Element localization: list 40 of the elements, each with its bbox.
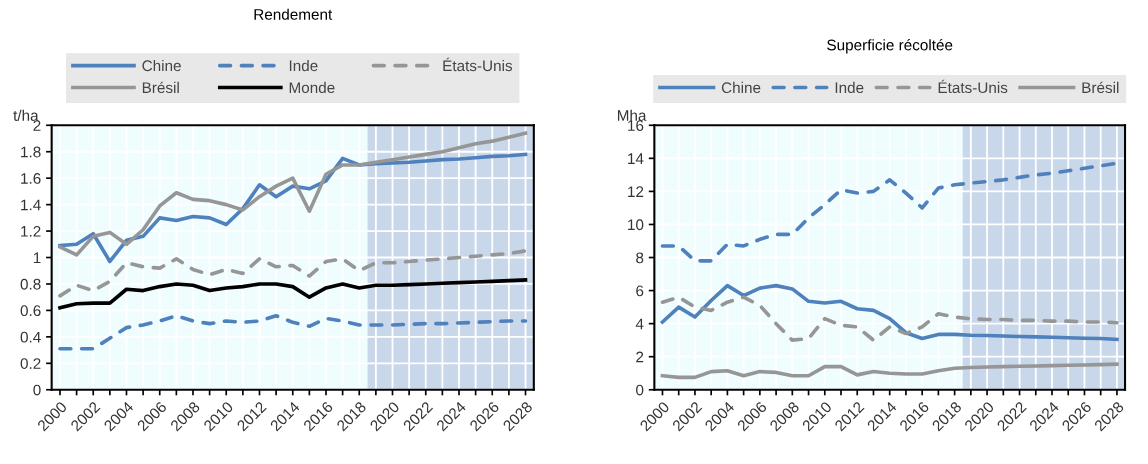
y-tick-label: 6 (636, 285, 644, 297)
legend-label: Inde (289, 59, 318, 72)
chart-title: Superficie récoltée (827, 39, 953, 54)
y-tick-label: 1.6 (21, 173, 41, 184)
legend-label: États-Unis (443, 57, 513, 72)
line-series (58, 249, 528, 298)
y-tick-label: 2 (636, 351, 644, 363)
y-tick-label: 12 (628, 186, 644, 197)
legend-label: Monde (289, 81, 335, 94)
legend-label: Brésil (1082, 81, 1119, 94)
legend-label: Chine (721, 81, 761, 94)
y-tick-label: 8 (636, 252, 644, 264)
y-tick-label: 0 (33, 384, 41, 396)
line-series (58, 313, 528, 351)
y-tick-label: 14 (628, 153, 644, 164)
legend-label: Brésil (142, 81, 179, 94)
y-tick-label: 16 (628, 120, 644, 131)
legend-label: Inde (835, 81, 864, 94)
y-tick-label: 0.2 (20, 358, 41, 369)
y-tick-label: 0.6 (20, 305, 41, 317)
y-tick-label: 4 (635, 318, 644, 330)
line-series (660, 283, 1119, 342)
line-series (660, 362, 1119, 380)
y-tick-label: 0.4 (20, 331, 41, 343)
line-series (58, 131, 528, 257)
chart-title: Rendement (254, 8, 333, 20)
y-tick-label: 1 (33, 252, 41, 264)
y-axis-title: t/ha (13, 109, 39, 121)
y-tick-label: 2 (33, 120, 41, 131)
legend-label: États-Unis (938, 79, 1008, 94)
line-series (660, 295, 1119, 342)
y-axis-title: Mha (617, 109, 647, 121)
y-tick-label: 1.4 (21, 199, 41, 211)
line-series (58, 278, 528, 310)
y-tick-label: 0 (636, 384, 644, 396)
legend-label: Chine (142, 59, 181, 72)
y-tick-label: 1.2 (21, 225, 41, 237)
y-tick-label: 10 (628, 219, 644, 231)
y-tick-label: 0.8 (20, 278, 41, 290)
y-tick-label: 1.8 (21, 146, 41, 158)
